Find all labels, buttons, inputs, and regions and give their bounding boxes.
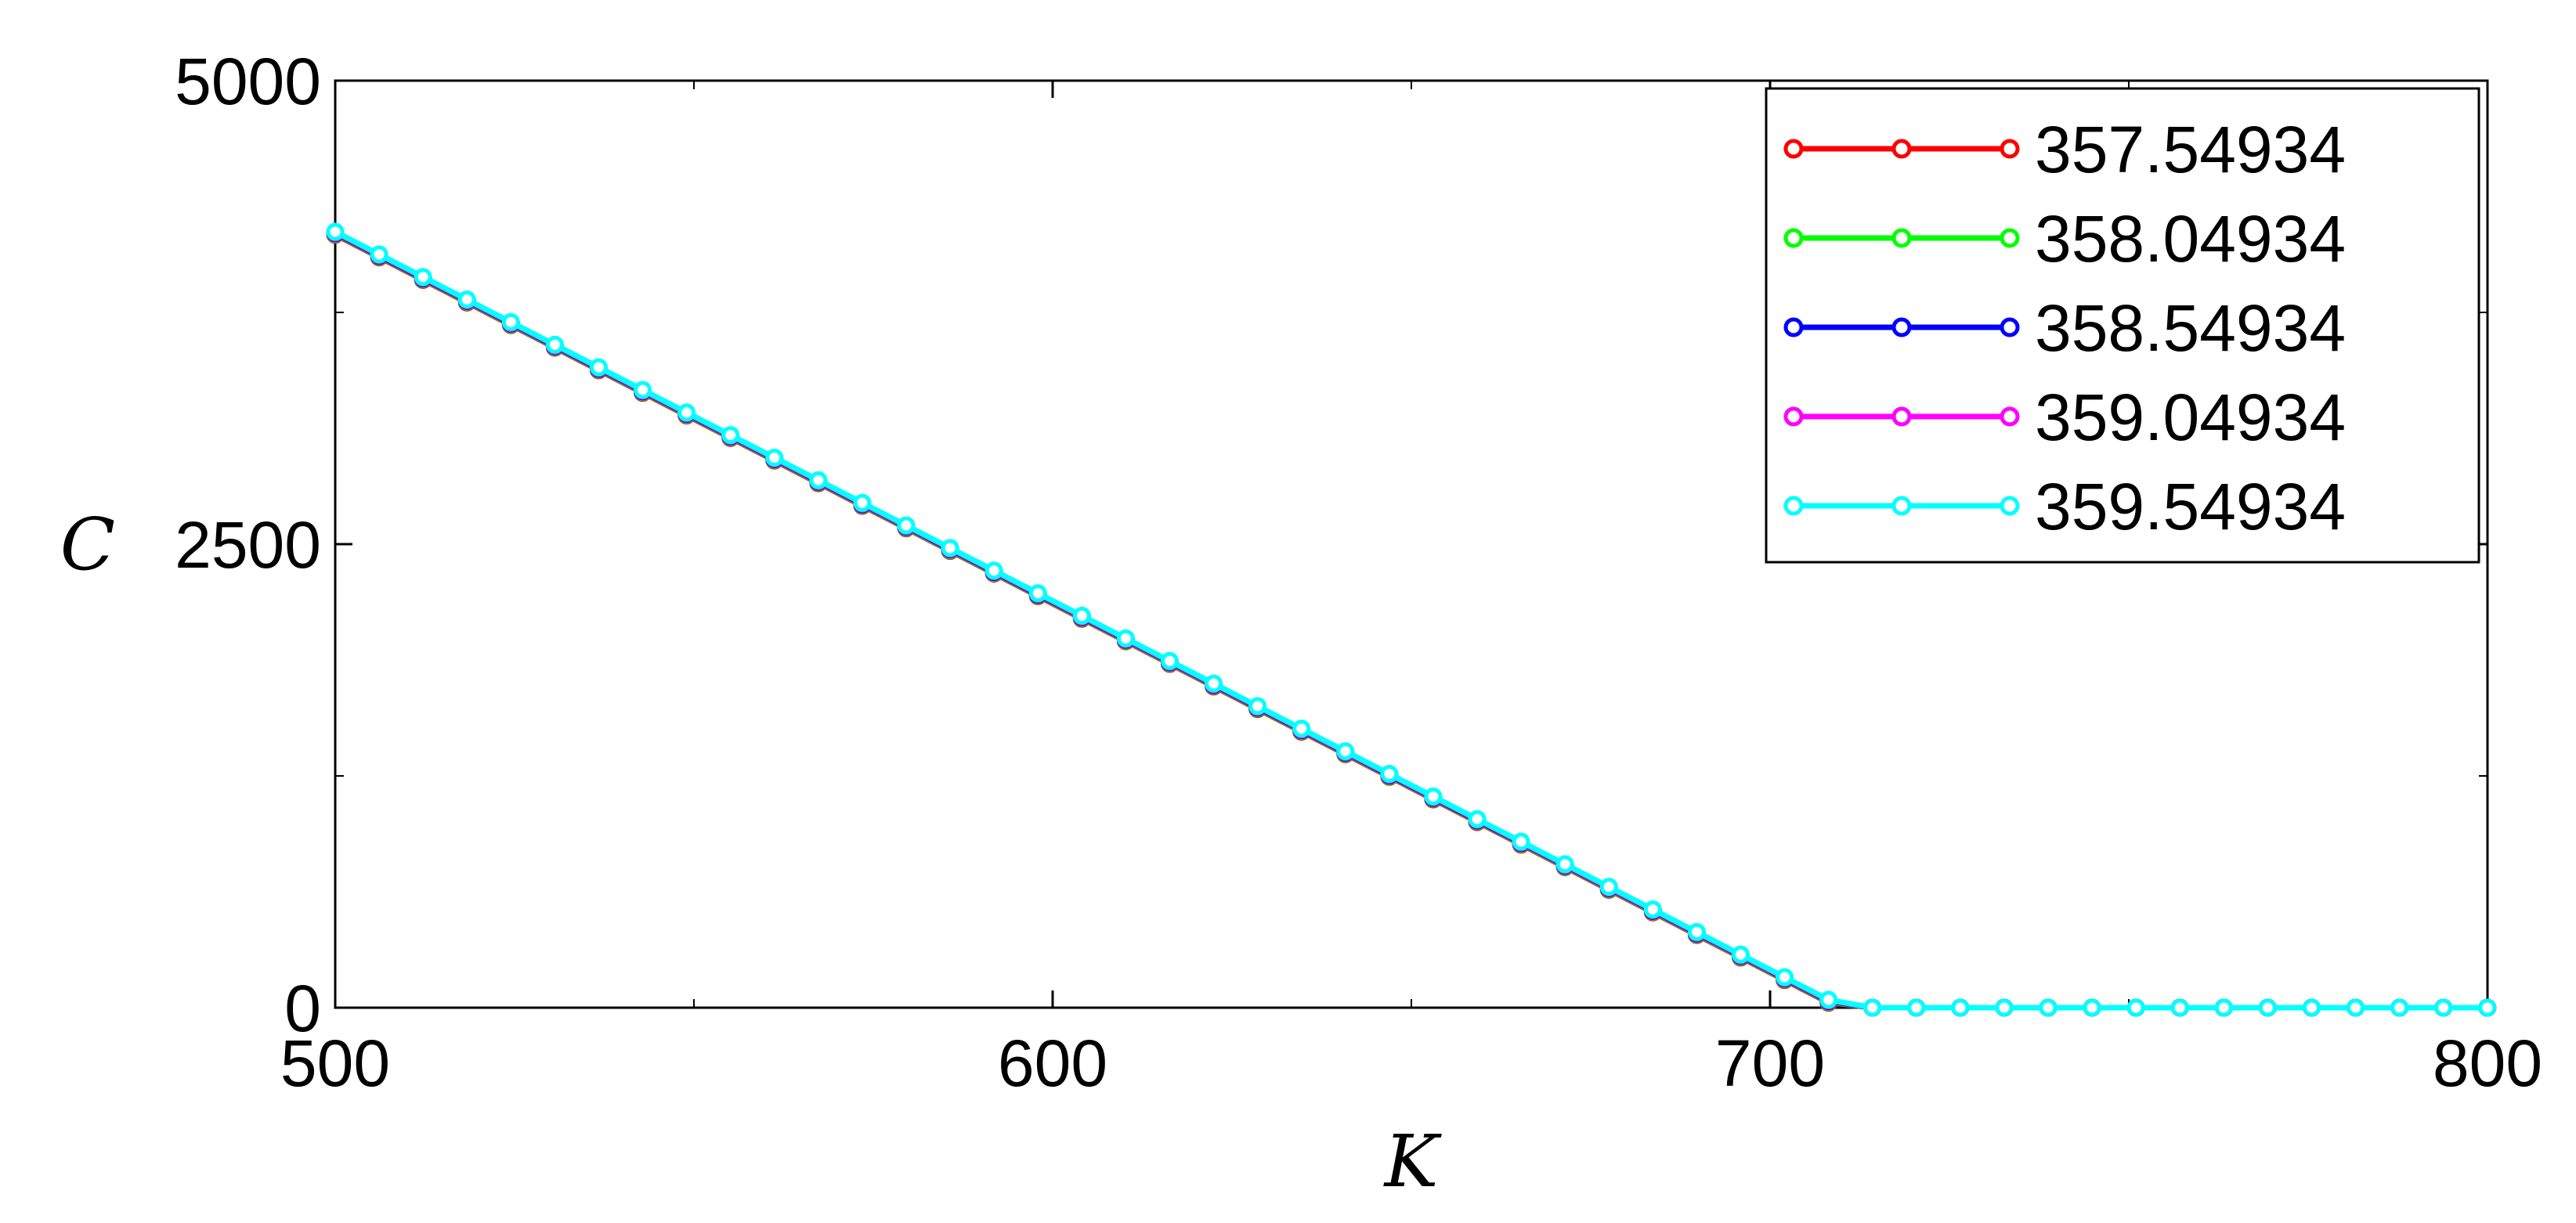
data-point bbox=[1555, 855, 1574, 874]
data-point bbox=[2126, 998, 2145, 1017]
x-axis-label: K bbox=[1383, 1120, 1443, 1203]
legend-label: 359.54934 bbox=[2035, 470, 2346, 543]
x-tick-label: 800 bbox=[2433, 1026, 2542, 1100]
legend-item: 359.04934 bbox=[1783, 381, 2346, 454]
legend-label: 359.04934 bbox=[2035, 381, 2346, 454]
series-359.54934 bbox=[326, 222, 2497, 1017]
data-point bbox=[1336, 742, 1355, 761]
data-point bbox=[1863, 998, 1882, 1017]
legend-marker bbox=[1891, 317, 1912, 337]
data-point bbox=[370, 245, 388, 264]
data-point bbox=[1116, 629, 1135, 648]
x-tick-label: 600 bbox=[998, 1026, 1107, 1100]
data-point bbox=[457, 290, 476, 309]
legend-marker bbox=[1783, 228, 1804, 248]
legend: 357.54934 358.04934 358.54934 359.04934 359.… bbox=[1765, 87, 2480, 564]
data-point bbox=[1512, 832, 1530, 851]
legend-item: 358.54934 bbox=[1783, 291, 2346, 365]
legend-label: 357.54934 bbox=[2035, 113, 2346, 186]
data-point bbox=[2258, 998, 2277, 1017]
data-point bbox=[1951, 998, 1970, 1017]
data-point bbox=[589, 358, 608, 377]
data-point bbox=[545, 335, 564, 354]
data-point bbox=[1776, 968, 1794, 987]
legend-marker bbox=[1891, 228, 1912, 248]
data-point bbox=[721, 426, 740, 445]
data-point bbox=[765, 448, 784, 467]
data-point bbox=[1292, 720, 1311, 738]
legend-marker bbox=[2000, 228, 2020, 248]
legend-item: 359.54934 bbox=[1783, 470, 2346, 543]
data-point bbox=[941, 539, 959, 557]
legend-label: 358.04934 bbox=[2035, 202, 2346, 276]
data-point bbox=[2434, 998, 2453, 1017]
data-point bbox=[1599, 878, 1618, 897]
y-tick-label: 2500 bbox=[175, 508, 321, 582]
data-point bbox=[853, 493, 872, 512]
data-point bbox=[1995, 998, 2014, 1017]
legend-item: 358.04934 bbox=[1783, 202, 2346, 276]
data-point bbox=[2170, 998, 2189, 1017]
data-point bbox=[2039, 998, 2058, 1017]
data-point bbox=[1205, 674, 1223, 693]
data-point bbox=[2302, 998, 2321, 1017]
data-point bbox=[1028, 584, 1047, 603]
y-axis-label: C bbox=[60, 503, 115, 586]
data-point bbox=[1072, 606, 1091, 625]
legend-marker bbox=[1891, 496, 1912, 516]
data-point bbox=[1907, 998, 1926, 1017]
legend-marker bbox=[1783, 139, 1804, 159]
data-point bbox=[414, 268, 432, 287]
x-tick-label: 700 bbox=[1715, 1026, 1825, 1100]
data-point bbox=[1380, 764, 1399, 783]
legend-marker bbox=[1783, 406, 1804, 427]
data-point bbox=[1248, 697, 1267, 716]
data-point bbox=[1424, 787, 1443, 806]
legend-label: 358.54934 bbox=[2035, 291, 2346, 365]
data-point bbox=[2347, 998, 2365, 1017]
data-point bbox=[985, 561, 1003, 580]
legend-marker bbox=[2000, 139, 2020, 159]
data-point bbox=[809, 471, 828, 489]
data-point bbox=[501, 312, 520, 331]
tick-labels: 500 600 700 800 0 2500 5000 bbox=[175, 45, 2542, 1100]
legend-marker bbox=[1891, 406, 1912, 427]
data-point bbox=[1819, 990, 1838, 1009]
data-point bbox=[897, 516, 916, 535]
data-point bbox=[634, 381, 652, 399]
data-point bbox=[2390, 998, 2409, 1017]
data-point bbox=[2214, 998, 2233, 1017]
series-group bbox=[326, 222, 2497, 1017]
legend-marker bbox=[2000, 406, 2020, 427]
legend-marker bbox=[2000, 317, 2020, 337]
data-point bbox=[1687, 922, 1706, 941]
legend-marker bbox=[1891, 139, 1912, 159]
data-point bbox=[326, 222, 345, 241]
data-point bbox=[1468, 810, 1487, 828]
data-point bbox=[1160, 651, 1179, 670]
data-point bbox=[1643, 900, 1662, 918]
legend-item: 357.54934 bbox=[1783, 113, 2346, 186]
legend-marker bbox=[2000, 496, 2020, 516]
legend-marker bbox=[1783, 317, 1804, 337]
data-point bbox=[2083, 998, 2101, 1017]
y-tick-label: 5000 bbox=[175, 45, 321, 118]
data-point bbox=[1731, 945, 1750, 964]
legend-marker bbox=[1783, 496, 1804, 516]
data-point bbox=[677, 403, 696, 422]
data-point bbox=[2478, 998, 2497, 1017]
y-tick-label: 0 bbox=[284, 972, 321, 1045]
x-tick-label: 500 bbox=[280, 1026, 390, 1100]
